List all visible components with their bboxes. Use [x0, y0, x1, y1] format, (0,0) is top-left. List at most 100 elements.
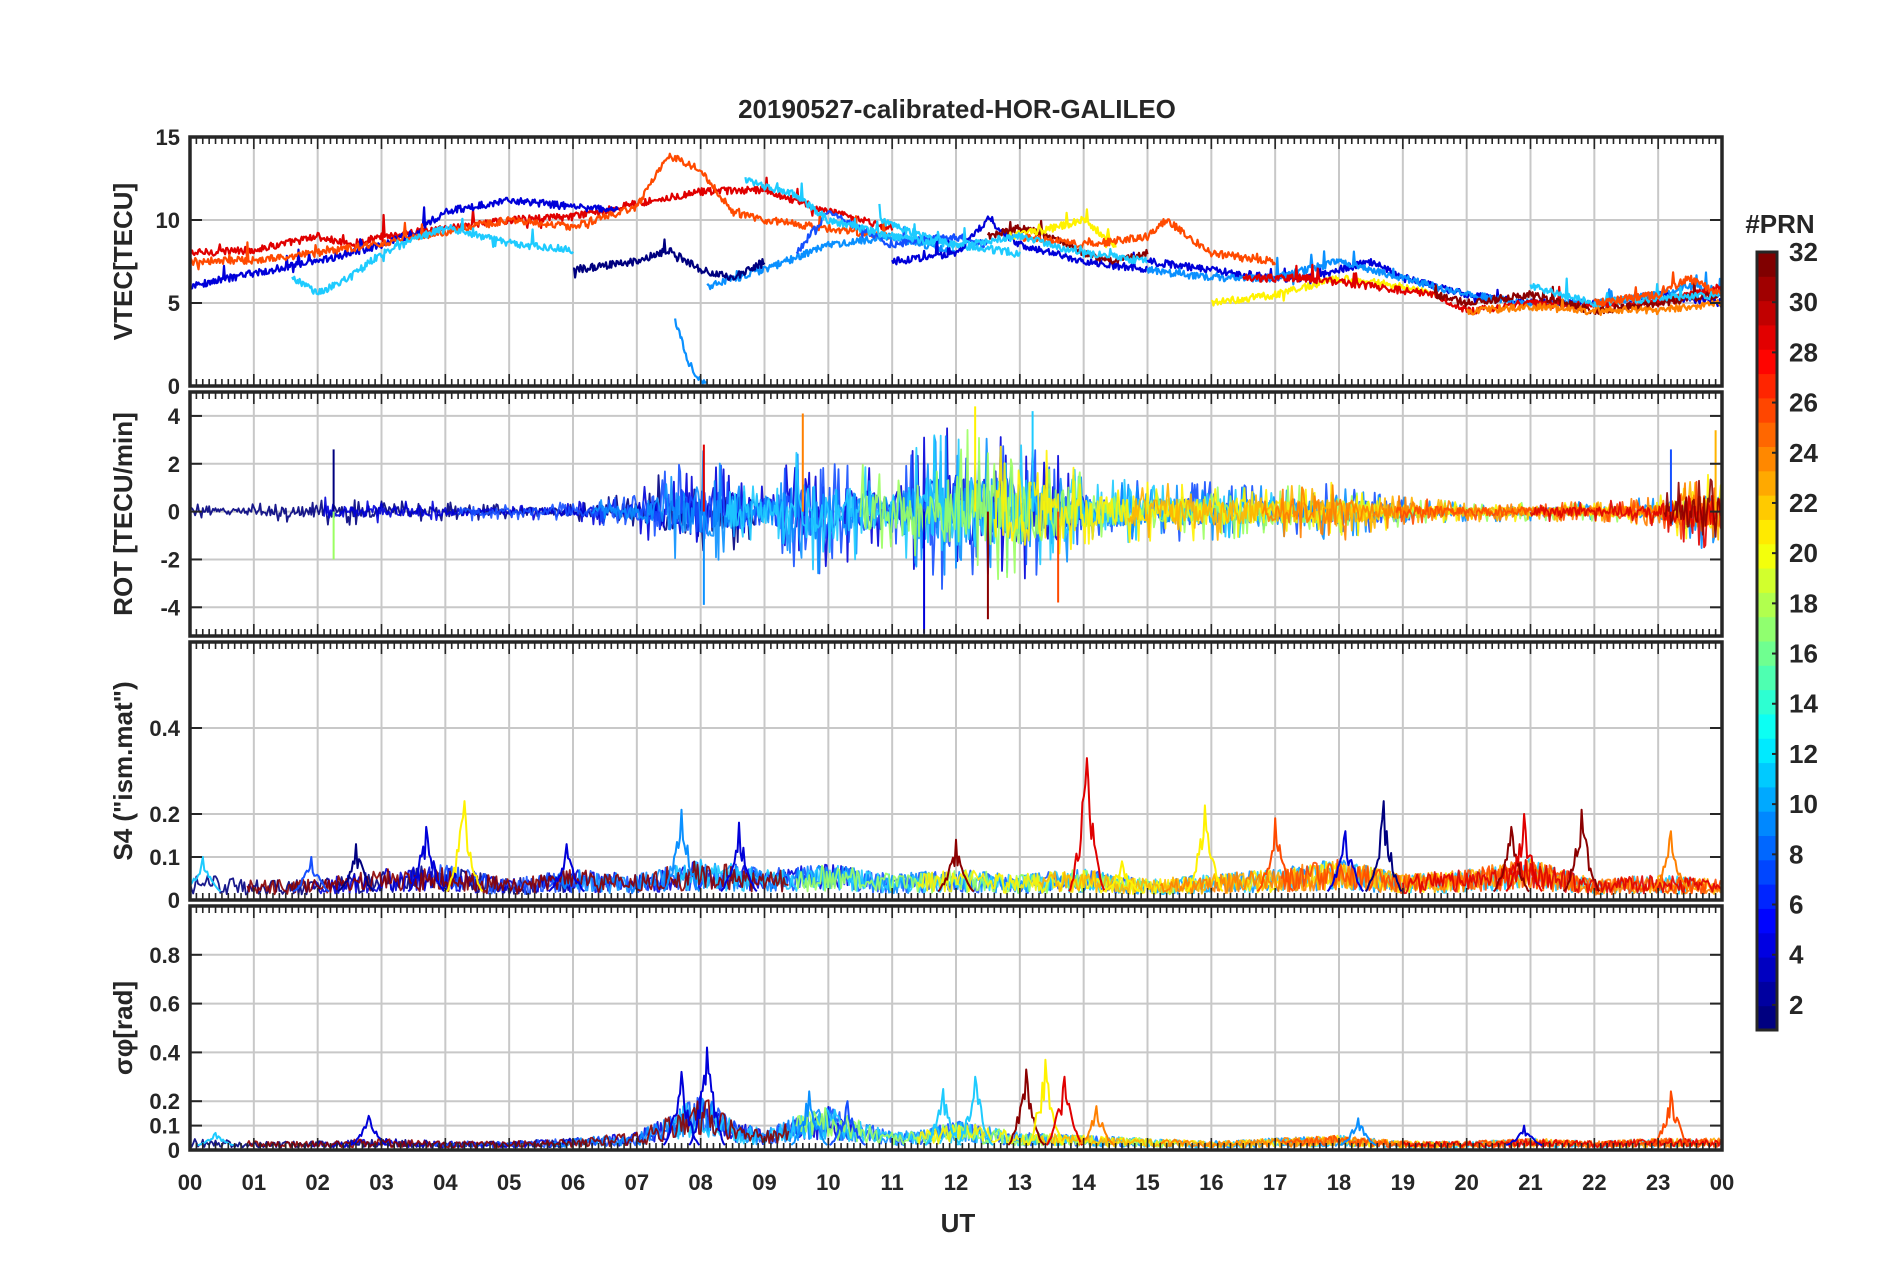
colorbar-segment	[1757, 397, 1777, 423]
grid	[190, 392, 1722, 636]
vtec-series-line	[1433, 279, 1722, 315]
colorbar-tick-label: 18	[1789, 588, 1818, 618]
colorbar-segment	[1757, 519, 1777, 545]
x-tick-label: 07	[625, 1170, 649, 1195]
y-tick-label: 0	[168, 374, 180, 399]
colorbar-segment	[1757, 689, 1777, 715]
x-tick-label: 15	[1135, 1170, 1159, 1195]
plot-area	[190, 406, 1722, 634]
peak-burst	[1068, 757, 1106, 892]
colorbar-segment	[1757, 762, 1777, 788]
vtec-series-line	[1466, 298, 1722, 317]
colorbar-segment	[1757, 1005, 1777, 1031]
vtec-series-line	[1018, 218, 1277, 266]
colorbar-tick-label: 32	[1789, 237, 1818, 267]
colorbar-segment	[1757, 835, 1777, 861]
panel-vtec: 0 5 10 15 VTEC[TECU]	[108, 125, 1724, 399]
rot-series-line	[1261, 482, 1722, 541]
peak-burst	[1364, 800, 1403, 892]
y-tick-label: 0.4	[149, 1040, 180, 1065]
minor-ticks	[189, 906, 1723, 1150]
vtec-series-line	[674, 318, 708, 385]
x-tick-label: 18	[1327, 1170, 1351, 1195]
colorbar-tick-label: 20	[1789, 538, 1818, 568]
x-tick-label: 11	[881, 1170, 904, 1195]
colorbar-segment	[1757, 349, 1777, 375]
peak-burst	[1256, 817, 1294, 893]
colorbar-tick-label: 16	[1789, 639, 1818, 669]
y-tick-label: 0.1	[149, 1114, 180, 1139]
y-tick-label: 0	[168, 888, 180, 913]
peak-burst	[1505, 1124, 1543, 1147]
grid	[190, 906, 1722, 1150]
peak-burst	[956, 1075, 994, 1146]
x-tick-label: 13	[1008, 1170, 1032, 1195]
x-tick-label: 05	[497, 1170, 521, 1195]
panel-rot: -4 -2 0 2 4 ROT [TECU/min]	[108, 390, 1724, 638]
peak-burst	[1562, 808, 1601, 893]
peak-burst	[1045, 1075, 1084, 1146]
colorbar-segment	[1757, 568, 1777, 593]
colorbar-label: #PRN	[1745, 209, 1814, 239]
colorbar-segment	[1757, 932, 1777, 958]
colorbar-segment	[1757, 446, 1777, 472]
peak-burst	[1103, 860, 1141, 893]
peak-burst	[337, 843, 375, 893]
peak-burst	[829, 1100, 866, 1146]
peak-burst	[548, 843, 586, 893]
x-tick-label: 01	[242, 1170, 266, 1195]
peak-burst	[1492, 825, 1530, 893]
y-axis-label: σφ[rad]	[108, 981, 138, 1075]
peak-burst	[790, 1090, 828, 1146]
grid	[190, 137, 1722, 386]
colorbar-tick-label: 24	[1789, 438, 1818, 468]
x-tick-label: 22	[1582, 1170, 1606, 1195]
x-tick-label: 00	[178, 1170, 202, 1195]
peak-burst	[1078, 1105, 1115, 1146]
colorbar-segment	[1757, 616, 1777, 642]
vtec-series-line	[878, 203, 1149, 265]
vtec-series-line	[291, 217, 574, 296]
x-tick-label: 14	[1071, 1170, 1096, 1195]
plot-area	[190, 757, 1722, 896]
vtec-series-line	[190, 176, 894, 257]
series-line	[1401, 859, 1722, 895]
colorbar-segment	[1757, 300, 1777, 326]
peak-burst	[292, 856, 330, 893]
colorbar-segment	[1757, 422, 1777, 447]
peak-burst	[445, 800, 484, 893]
colorbar-segment	[1757, 738, 1777, 764]
y-tick-label: 0.6	[149, 992, 180, 1017]
y-axis-label: S4 ("ism.mat")	[108, 681, 138, 860]
colorbar-segment	[1757, 324, 1777, 350]
y-tick-label: 0	[168, 500, 180, 525]
x-tick-label: 21	[1518, 1170, 1542, 1195]
peak-burst	[1026, 1058, 1065, 1146]
x-tick-label: 12	[944, 1170, 968, 1195]
colorbar-tick-label: 12	[1789, 739, 1818, 769]
peak-burst	[407, 825, 445, 893]
peak-burst	[1326, 830, 1365, 893]
colorbar-segment	[1757, 786, 1777, 812]
colorbar-segment	[1757, 811, 1777, 836]
plot-area	[190, 152, 1722, 385]
y-axis-label: ROT [TECU/min]	[108, 412, 138, 616]
y-tick-label: 0.8	[149, 943, 180, 968]
colorbar-segment	[1757, 543, 1777, 569]
y-tick-label: 5	[168, 291, 180, 316]
y-tick-label: 0.2	[149, 1089, 180, 1114]
colorbar-frame	[1755, 250, 1779, 1032]
colorbar-tick-label: 28	[1789, 337, 1818, 367]
y-tick-label: 10	[156, 208, 180, 233]
minor-ticks	[189, 642, 1723, 900]
colorbar-tick-label: 8	[1789, 839, 1803, 869]
colorbar-tick-label: 2	[1789, 990, 1803, 1020]
vtec-series-line	[1593, 271, 1722, 307]
colorbar-segment	[1757, 495, 1777, 520]
rot-series-line	[1529, 494, 1722, 549]
x-tick-label: 00	[1710, 1170, 1734, 1195]
colorbar-segment	[1757, 957, 1777, 982]
x-tick-label: 16	[1199, 1170, 1223, 1195]
colorbar-segment	[1757, 713, 1777, 739]
